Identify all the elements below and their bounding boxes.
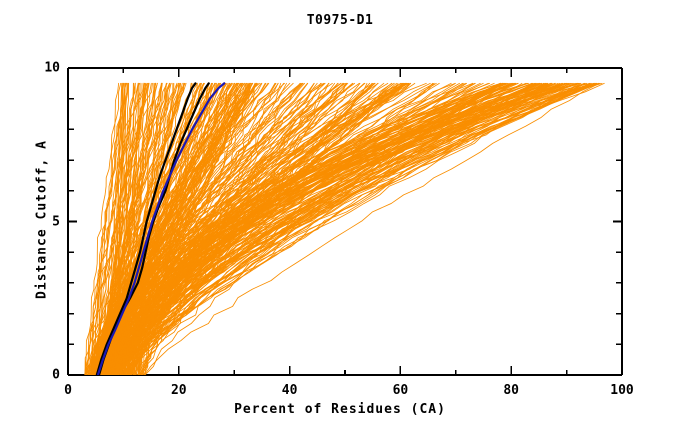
prediction-curves — [84, 82, 605, 375]
y-tick-label: 10 — [44, 60, 60, 76]
axes-frame — [67, 67, 623, 376]
highlight-curves — [95, 82, 226, 375]
x-axis-label: Percent of Residues (CA) — [234, 402, 446, 417]
curves-layer — [84, 82, 605, 375]
x-tick-label: 60 — [392, 383, 409, 398]
y-tick-label: 5 — [52, 214, 60, 229]
x-tick-label: 80 — [503, 383, 520, 398]
x-tick-label: 100 — [610, 383, 634, 398]
y-tick-label: 0 — [52, 367, 60, 383]
x-tick-label: 40 — [281, 383, 298, 398]
y-axis-label: Distance Cutoff, A — [34, 140, 50, 299]
x-tick-label: 0 — [64, 383, 72, 398]
page-title: T0975-D1 — [306, 13, 374, 28]
x-tick-label: 20 — [170, 383, 187, 398]
